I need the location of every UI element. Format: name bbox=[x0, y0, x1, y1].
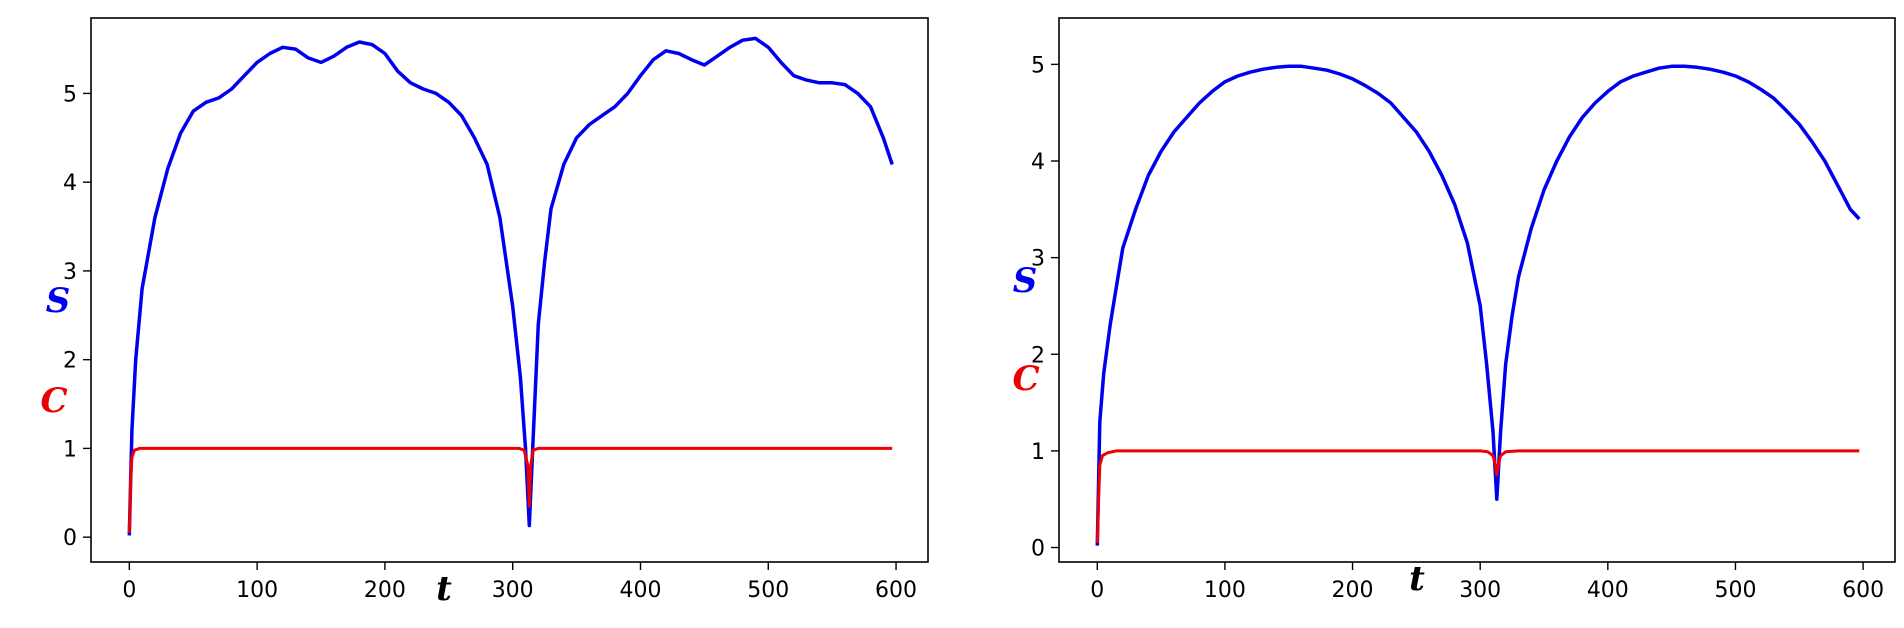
series-C-line bbox=[1095, 449, 1860, 543]
x-tick-label: 400 bbox=[1587, 578, 1629, 603]
axes-frame bbox=[1058, 17, 1896, 563]
x-tick-label: 0 bbox=[1090, 578, 1104, 603]
right-plot-panel: 0 100 200 300 400 500 600 0 1 2 3 4 5 S Ct bbox=[1012, 17, 1896, 603]
xlabel-t: t bbox=[436, 569, 452, 609]
x-tick-label: 0 bbox=[122, 578, 136, 603]
x-tick-label: 600 bbox=[875, 578, 917, 603]
x-tick-label: 500 bbox=[1714, 578, 1756, 603]
left-plot-panel: 0 100 200 300 400 500 600 0 1 2 3 4 5 S Ct bbox=[40, 17, 929, 609]
y-tick-label: 4 bbox=[1031, 150, 1045, 175]
x-tick-label: 500 bbox=[747, 578, 789, 603]
x-tick-label: 100 bbox=[1204, 578, 1246, 603]
x-tick-label: 100 bbox=[236, 578, 278, 603]
x-tick-label: 300 bbox=[1459, 578, 1501, 603]
x-tick-label: 400 bbox=[619, 578, 661, 603]
y-tick-label: 1 bbox=[63, 437, 77, 462]
series-S-line bbox=[1095, 64, 1861, 546]
x-tick-label: 200 bbox=[364, 578, 406, 603]
ylabel-S: S bbox=[1013, 261, 1038, 301]
y-tick-label: 0 bbox=[63, 526, 77, 551]
series-S-line bbox=[127, 36, 894, 536]
y-tick-label: 5 bbox=[63, 82, 77, 107]
y-tick-label: 1 bbox=[1031, 440, 1045, 465]
y-tick-label: 2 bbox=[1031, 343, 1045, 368]
ylabel-S: S bbox=[46, 281, 71, 321]
series-C-line bbox=[127, 446, 893, 533]
y-tick-label: 2 bbox=[63, 349, 77, 374]
axes-frame bbox=[90, 17, 929, 563]
ylabel-C: C bbox=[40, 381, 67, 421]
ylabel-C: C bbox=[1012, 359, 1039, 399]
y-tick-label: 3 bbox=[63, 260, 77, 285]
x-tick-label: 200 bbox=[1332, 578, 1374, 603]
x-tick-label: 600 bbox=[1842, 578, 1884, 603]
xlabel-t: t bbox=[1409, 559, 1425, 599]
y-tick-label: 0 bbox=[1031, 537, 1045, 562]
x-tick-label: 300 bbox=[492, 578, 534, 603]
y-tick-label: 4 bbox=[63, 171, 77, 196]
y-tick-label: 3 bbox=[1031, 247, 1045, 272]
y-tick-label: 5 bbox=[1031, 53, 1045, 78]
